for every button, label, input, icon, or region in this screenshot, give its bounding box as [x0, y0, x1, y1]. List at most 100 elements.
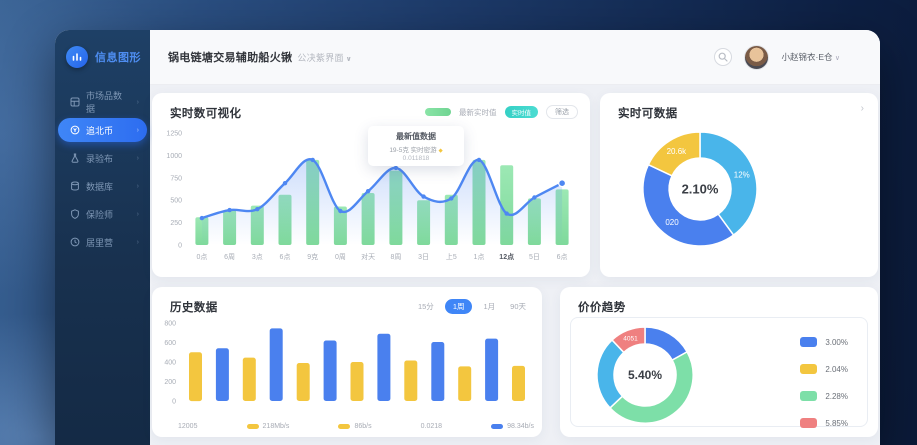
svg-text:0点: 0点 [196, 253, 207, 261]
legend-item: 2.04% [800, 364, 848, 374]
sidebar: 信息图形 市场品数据 › 追北币 › 录验布 › 数据库 › 保险师 › 居里营 › [55, 30, 150, 445]
clock-icon [70, 237, 80, 247]
svg-text:3点: 3点 [252, 253, 263, 261]
svg-text:0: 0 [172, 399, 176, 406]
legend-label: 218Mb/s [262, 423, 290, 430]
price-donut-chart[interactable]: 4051 5.40% [578, 317, 748, 437]
sidebar-item-6[interactable]: 居里营 › [58, 230, 147, 254]
legend-item: 3.00% [800, 337, 848, 347]
svg-text:2.10%: 2.10% [682, 182, 719, 197]
shield-icon [70, 209, 80, 219]
sidebar-item-label: 居里营 [86, 237, 114, 248]
legend-swatch [800, 391, 818, 401]
user-avatar[interactable] [744, 44, 770, 70]
db-icon [70, 181, 80, 191]
range-option-15分[interactable]: 15分 [417, 302, 434, 311]
price-inner-card [570, 317, 868, 427]
realtime-legend: 最新实时值 实时值 筛选 [425, 105, 578, 119]
sidebar-item-label: 保险师 [86, 209, 114, 220]
panel-history-data: 历史数据 15分 1周 1月 90天 0 200 400 600 800 12005 218Mb… [152, 287, 542, 437]
chevron-right-icon: › [136, 238, 139, 246]
svg-text:750: 750 [170, 175, 182, 182]
svg-text:020: 020 [665, 218, 679, 227]
history-legend: 12005 218Mb/s 86b/s 0.0218 98.34b/s [178, 423, 534, 430]
logo-icon [66, 46, 88, 68]
legend-item: 86b/s [338, 423, 372, 430]
svg-text:0周: 0周 [335, 253, 346, 261]
page-title-sub: 公决紫界面 [297, 53, 344, 63]
user-chevron-icon: ∨ [834, 55, 840, 62]
range-option-1月[interactable]: 1月 [483, 302, 496, 311]
search-icon [719, 52, 729, 62]
chevron-right-icon: › [136, 98, 139, 106]
range-option-90天[interactable]: 90天 [510, 302, 526, 311]
legend-pill-toggle[interactable]: 实时值 [504, 106, 538, 118]
panel-realtime-data: 实时可数据 › 12% 020 20.6k 2.10% [600, 93, 878, 277]
legend-label: 2.04% [825, 364, 848, 374]
history-bar-chart[interactable]: 0 200 400 600 800 [156, 315, 538, 417]
legend-label: 5.85% [825, 418, 848, 428]
chevron-right-icon: › [136, 210, 139, 218]
svg-text:上5: 上5 [446, 252, 457, 261]
svg-text:500: 500 [170, 198, 182, 205]
user-name[interactable]: 小赵锦衣·E仓 ∨ [781, 52, 840, 62]
legend-swatch [338, 424, 351, 429]
legend-line-swatch [425, 108, 451, 116]
legend-item: 98.34b/s [491, 423, 534, 430]
legend-item: 2.28% [800, 391, 848, 401]
panel-title: 实时可数据 [618, 108, 678, 120]
sidebar-item-label: 追北币 [86, 125, 114, 136]
filter-button[interactable]: 筛选 [546, 105, 578, 119]
tooltip-value: 19-5克 实时密游 ◆ [389, 147, 443, 154]
sidebar-item-4[interactable]: 数据库 › [58, 174, 147, 198]
sidebar-nav: 市场品数据 › 追北币 › 录验布 › 数据库 › 保险师 › 居里营 › [55, 90, 150, 254]
svg-text:6点: 6点 [557, 253, 568, 261]
sidebar-item-label: 录验布 [86, 153, 114, 164]
header-right: 小赵锦衣·E仓 ∨ [714, 44, 840, 70]
legend-item: 5.85% [800, 418, 848, 428]
app-logo: 信息图形 [55, 30, 150, 68]
svg-text:6周: 6周 [224, 253, 235, 261]
sidebar-item-5[interactable]: 保险师 › [58, 202, 147, 226]
sidebar-item-2[interactable]: 追北币 › [58, 118, 147, 142]
chevron-right-icon: › [136, 126, 139, 134]
chart-tooltip: 最新值数据 19-5克 实时密游 ◆ 0.011818 [368, 126, 464, 166]
legend-swatch [246, 424, 259, 429]
time-range-control: 15分 1周 1月 90天 [414, 299, 530, 314]
dashboard-window: 信息图形 市场品数据 › 追北币 › 录验布 › 数据库 › 保险师 › 居里营 › 锅电链塘交易辅助… [55, 30, 880, 445]
diamond-marker-icon: ◆ [438, 148, 443, 154]
svg-text:250: 250 [170, 220, 182, 227]
legend-swatch [491, 424, 504, 429]
panel-price-trend: 价价趋势 4051 5.40% 3.00% 2.04% 2.28% 5.85% [560, 287, 878, 437]
range-option-1周[interactable]: 1周 [444, 299, 473, 314]
search-button[interactable] [714, 48, 733, 66]
app-title: 信息图形 [95, 52, 141, 64]
legend-swatch [800, 337, 818, 347]
sidebar-item-label: 数据库 [86, 181, 114, 192]
svg-text:9克: 9克 [307, 253, 318, 261]
legend-item: 0.0218 [421, 423, 442, 430]
realtime-combo-chart[interactable]: 0 250 500 750 1000 1250 0点 6周 3点 6点 9克 0周 对天 8周 3日 上5 1点… [158, 125, 584, 273]
legend-swatch [800, 418, 818, 428]
realtime-donut-chart[interactable]: 12% 020 20.6k 2.10% [600, 123, 878, 273]
top-header: 锅电链塘交易辅助船火锹 公决紫界面 ∨ 小赵锦衣·E仓 ∨ [150, 30, 880, 85]
svg-text:600: 600 [164, 340, 176, 347]
panel-title: 价价趋势 [578, 302, 626, 314]
svg-text:1000: 1000 [166, 153, 182, 160]
svg-text:800: 800 [164, 321, 176, 328]
panel-expand-icon[interactable]: › [860, 103, 864, 114]
price-legend: 3.00% 2.04% 2.28% 5.85% [800, 337, 848, 428]
legend-item: 218Mb/s [246, 423, 290, 430]
svg-text:400: 400 [164, 360, 176, 367]
svg-text:4051: 4051 [623, 335, 638, 342]
svg-text:12%: 12% [734, 170, 750, 179]
svg-text:6点: 6点 [280, 253, 291, 261]
svg-text:5.40%: 5.40% [628, 368, 662, 382]
title-chevron-icon[interactable]: ∨ [345, 56, 352, 63]
chevron-right-icon: › [136, 154, 139, 162]
sidebar-item-1[interactable]: 市场品数据 › [58, 90, 147, 114]
panel-realtime-visualization: 实时数可视化 最新实时值 实时值 筛选 最新值数据 19-5克 实时密游 ◆ 0… [152, 93, 590, 277]
sidebar-item-3[interactable]: 录验布 › [58, 146, 147, 170]
panel-title: 实时数可视化 [170, 108, 242, 120]
